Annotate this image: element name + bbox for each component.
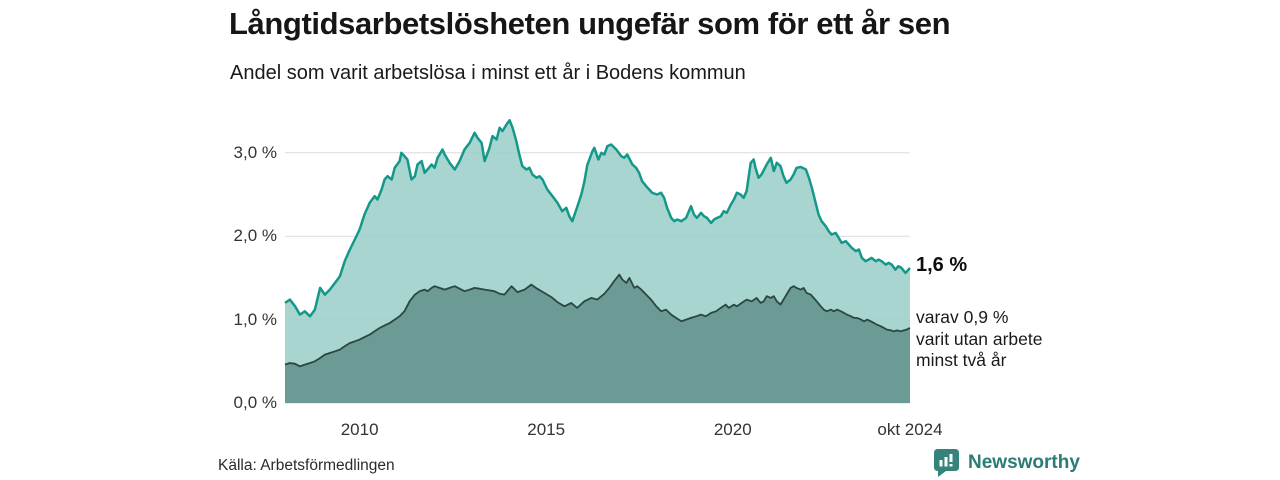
chart-subtitle: Andel som varit arbetslösa i minst ett å… <box>230 62 746 84</box>
y-tick-label: 2,0 % <box>233 226 277 246</box>
x-tick-label: 2015 <box>527 420 566 439</box>
newsworthy-logo: Newsworthy <box>933 448 1080 477</box>
area-two-year-fill <box>285 274 910 403</box>
newsworthy-speech-bubble-icon <box>934 449 959 477</box>
line-two-year <box>284 273 911 368</box>
x-tick-label: 2010 <box>340 420 379 439</box>
x-tick-label: 2020 <box>713 420 752 439</box>
x-tick-label: okt 2024 <box>877 420 943 439</box>
source-label: Källa: Arbetsförmedlingen <box>218 457 395 474</box>
line-one-year <box>284 119 911 318</box>
y-tick-label: 3,0 % <box>233 142 277 162</box>
latest-value-label: 1,6 % <box>916 254 968 276</box>
newsworthy-wordmark: Newsworthy <box>968 451 1080 473</box>
y-tick-label: 1,0 % <box>233 309 277 329</box>
secondary-value-annotation: varav 0,9 % varit utan arbete minst två … <box>916 307 1043 371</box>
page-title: Långtidsarbetslösheten ungefär som för e… <box>229 6 951 41</box>
y-tick-label: 0,0 % <box>233 393 277 412</box>
